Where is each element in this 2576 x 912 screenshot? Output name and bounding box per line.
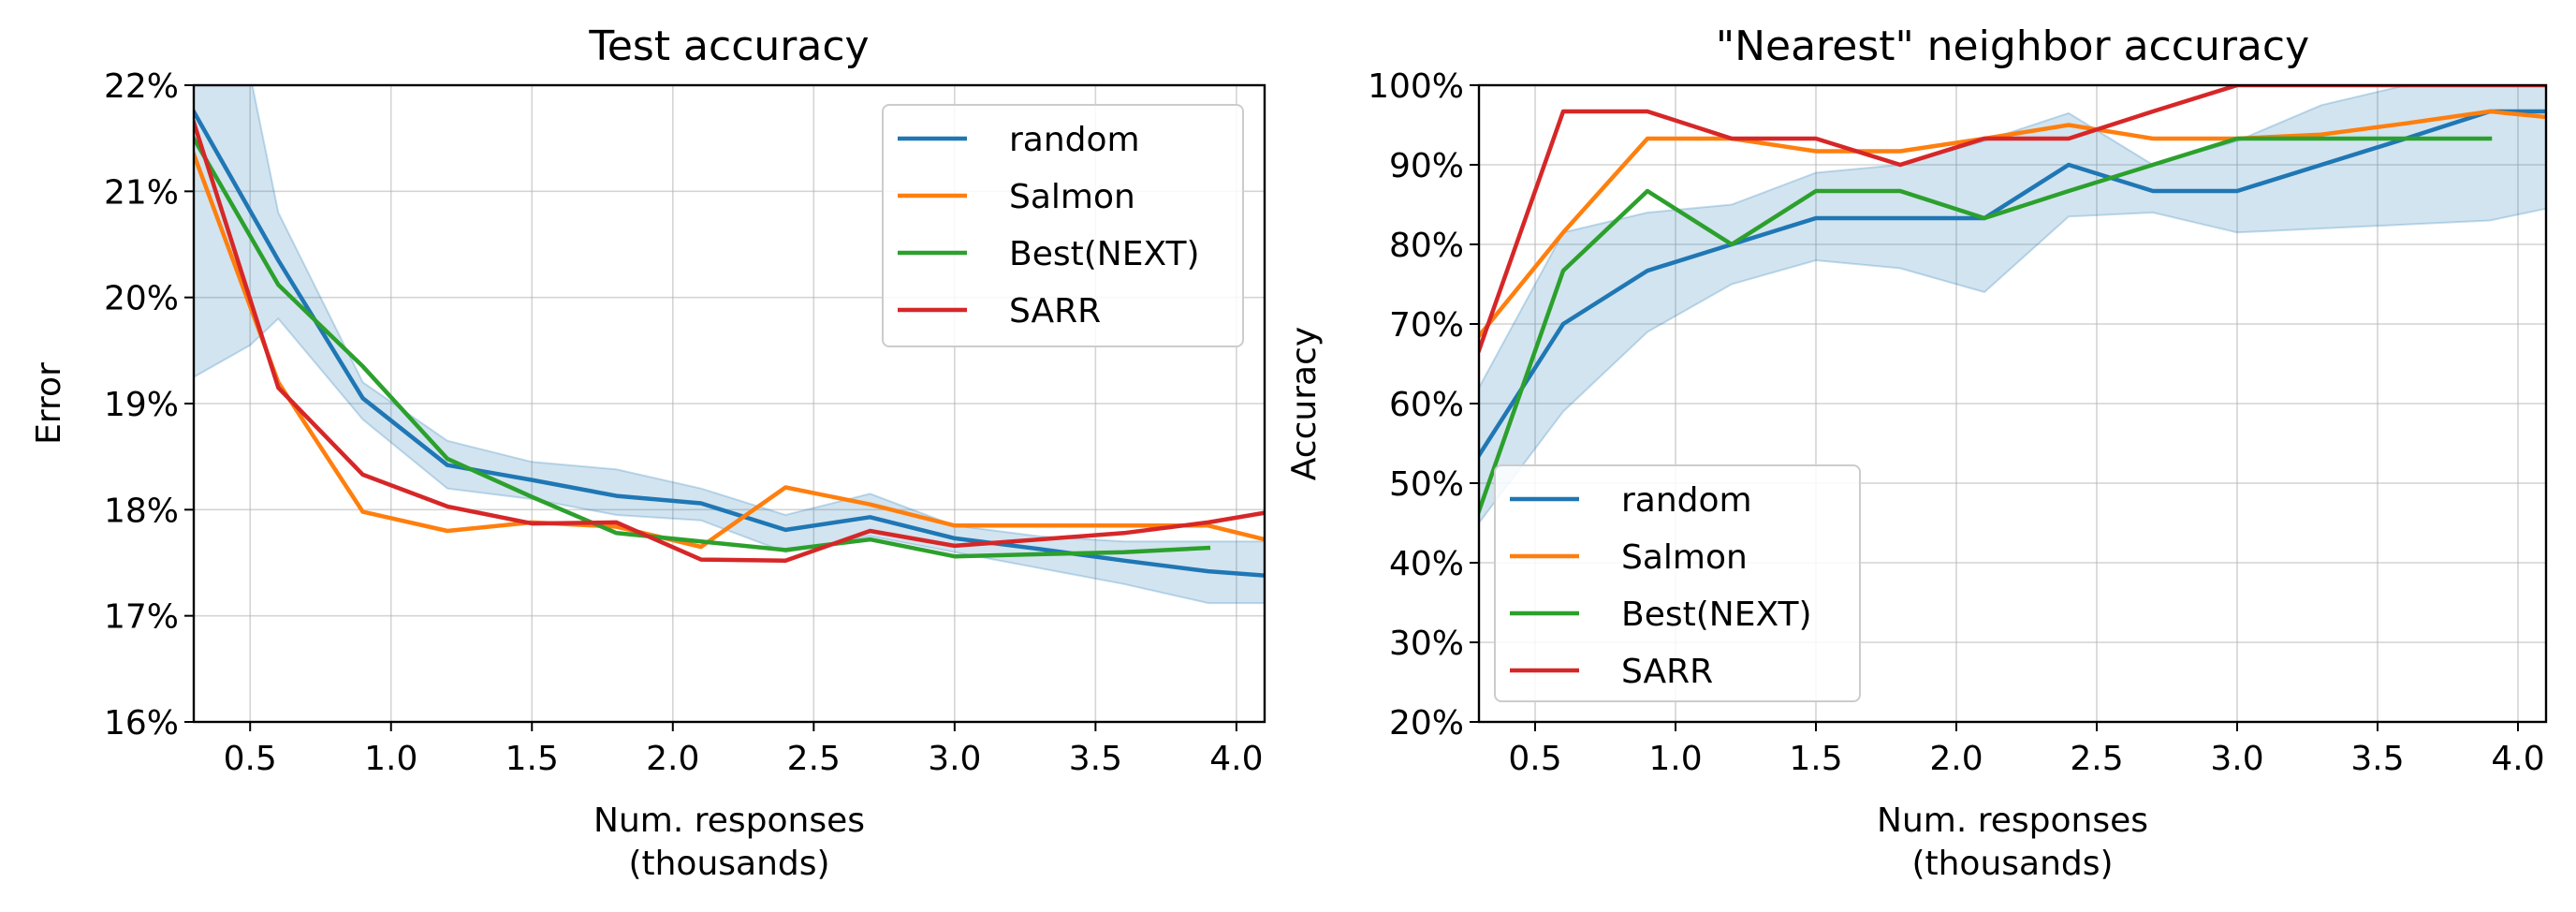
x-tick-label: 2.5: [2070, 740, 2123, 778]
x-tick-label: 4.0: [1209, 740, 1263, 778]
y-tick-label: 16%: [104, 704, 179, 743]
x-tick-label: 0.5: [1508, 740, 1561, 778]
y-tick-label: 19%: [104, 386, 179, 424]
series-line-salmon: [194, 151, 1265, 550]
legend-label-salmon: Salmon: [1009, 178, 1135, 216]
test-accuracy-chart: 0.5 1.0 1.5 2.0 2.5 3.0 3.5 4.0 16% 17% 18% 19% 20% 2…: [30, 22, 1266, 883]
series-line-sarr: [1479, 85, 2546, 353]
legend-label-best-next: Best(NEXT): [1009, 235, 1200, 273]
legend-label-sarr: SARR: [1621, 653, 1713, 691]
x-tick-label: 1.5: [505, 740, 559, 778]
y-axis-label: Accuracy: [1285, 327, 1324, 480]
legend: random Salmon Best(NEXT) SARR: [1494, 464, 1861, 702]
chart-title: Test accuracy: [588, 22, 869, 70]
legend-box: [882, 104, 1244, 347]
x-tick-label: 3.0: [2210, 740, 2263, 778]
x-tick-label: 3.5: [2350, 740, 2404, 778]
legend-box: [1494, 464, 1861, 702]
legend-label-salmon: Salmon: [1621, 538, 1748, 577]
y-tick-label: 60%: [1389, 386, 1464, 424]
y-tick-label: 40%: [1389, 545, 1464, 583]
y-axis-label: Error: [30, 362, 68, 445]
y-tick-label: 21%: [104, 173, 179, 212]
x-tick-label: 2.0: [1929, 740, 1983, 778]
y-tick-label: 17%: [104, 598, 179, 637]
plot-area: [194, 85, 1265, 605]
y-tick-label: 50%: [1389, 465, 1464, 504]
legend: random Salmon Best(NEXT) SARR: [882, 104, 1244, 347]
random-confidence-band: [194, 85, 1265, 605]
y-tick-label: 100%: [1368, 67, 1464, 106]
x-tick-label: 1.5: [1789, 740, 1842, 778]
series-line-salmon: [1479, 109, 2546, 339]
x-axis-label: Num. responses (thousands): [1877, 802, 2148, 883]
x-tick-label: 2.0: [646, 740, 699, 778]
y-tick-label: 80%: [1389, 227, 1464, 265]
y-tick-label: 22%: [104, 67, 179, 106]
plot-area: [1479, 85, 2546, 525]
series-line-random: [1479, 109, 2546, 459]
x-tick-label: 2.5: [787, 740, 841, 778]
y-tick-label: 70%: [1389, 306, 1464, 345]
y-tick-label: 90%: [1389, 147, 1464, 185]
chart-title: "Nearest" neighbor accuracy: [1716, 22, 2309, 70]
series-line-sarr: [194, 119, 1265, 563]
y-tick-label: 30%: [1389, 625, 1464, 663]
y-tick-label: 20%: [1389, 704, 1464, 743]
legend-label-random: random: [1621, 481, 1752, 520]
series-line-best-next: [194, 135, 1211, 559]
y-tick-label: 18%: [104, 492, 179, 530]
x-tick-label: 0.5: [224, 740, 277, 778]
legend-label-best-next: Best(NEXT): [1621, 596, 1812, 634]
series-line-best-next: [1479, 136, 2493, 514]
x-axis-label: Num. responses (thousands): [593, 802, 865, 883]
legend-label-random: random: [1009, 121, 1140, 159]
x-tick-label: 3.0: [928, 740, 981, 778]
legend-label-sarr: SARR: [1009, 292, 1101, 331]
random-confidence-band: [1479, 85, 2546, 525]
x-tick-label: 4.0: [2491, 740, 2544, 778]
x-tick-label: 3.5: [1069, 740, 1122, 778]
x-tick-label: 1.0: [1648, 740, 1702, 778]
nearest-neighbor-accuracy-chart: 0.5 1.0 1.5 2.0 2.5 3.0 3.5 4.0 20% 30% 40% 50% 60% 7…: [1285, 22, 2548, 883]
x-tick-label: 1.0: [364, 740, 417, 778]
y-tick-label: 20%: [104, 280, 179, 318]
